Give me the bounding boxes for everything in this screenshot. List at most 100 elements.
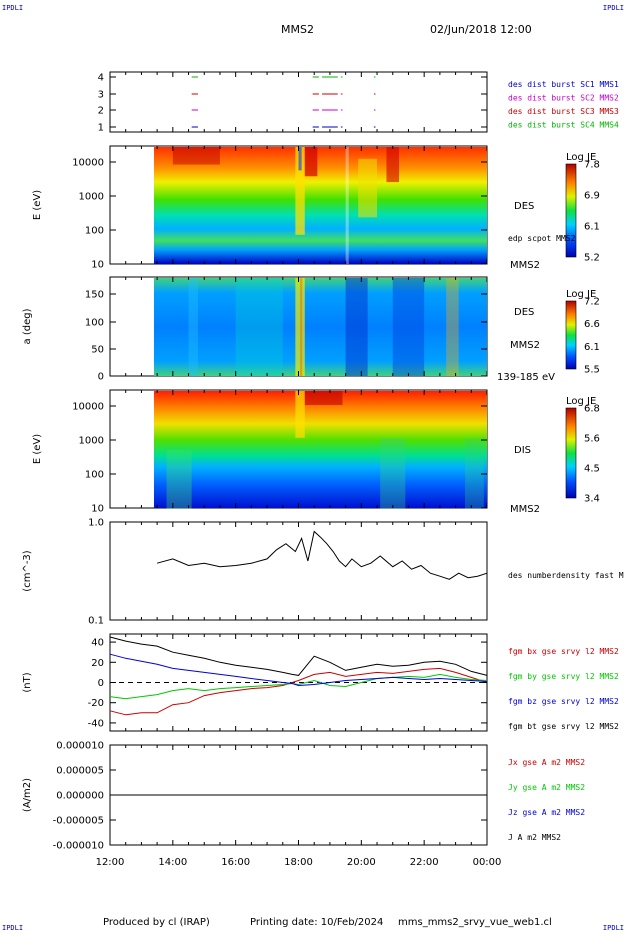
dis-energy-y-tick-label: 10 [91,504,104,515]
des-pa-heatmap-feature [235,278,283,376]
density-y-tick-label: 1.0 [88,518,104,529]
des-pa-colorbar [565,300,577,370]
bfield-bx-line [109,667,488,716]
des-energy-y-tick-label: 10 [91,260,104,271]
des-pa-heatmap-feature [392,278,425,376]
current-y-tick-label: -0.000010 [53,841,104,852]
dis-energy-heatmap-feature [304,391,343,406]
dis-energy-y-tick-label: 1000 [79,436,104,447]
des-energy-heatmap-feature [172,147,220,165]
bfield-legend-1: fgm bx gse srvy l2 MMS2 [508,647,619,656]
datetime-title: 02/Jun/2018 12:00 [430,23,532,36]
dis-energy-colorbar-tick: 5.6 [584,434,600,445]
des-energy-ylabel: E (eV) [32,190,43,220]
des-energy-colorbar-tick: 5.2 [584,253,600,264]
des-energy-scpot-label: edp scpot MMS2 [508,234,576,243]
burst-legend-3: des dist burst SC3 MMS3 [508,107,619,116]
footer-print-date: Printing date: 10/Feb/2024 [250,917,384,928]
density-legend: des numberdensity fast M [508,571,624,580]
des-energy-heatmap-feature [386,147,400,183]
des-energy-colorbar-tick: 6.9 [584,191,600,202]
panel-frame-1 [109,71,488,133]
des-pa-sc-label: MMS2 [510,340,540,351]
current-y-tick-label: 0.000005 [56,766,104,777]
des-pa-heatmap-feature [446,278,459,376]
time-tick-label: 16:00 [221,857,250,868]
dis-energy-heatmap-feature [166,450,192,509]
dis-energy-ylabel: E (eV) [32,434,43,464]
corner-logo-top-right: IPDLI [602,4,624,12]
des-pa-energy-range: 139-185 eV [497,372,555,383]
des-energy-y-tick-label: 10000 [72,158,104,169]
burst-y-tick-label: 4 [98,73,104,84]
dis-energy-heatmap-feature [380,438,406,509]
des-energy-y-tick-label: 100 [85,226,104,237]
corner-logo-top-left: IPDLI [2,4,24,12]
des-pa-label: DES [514,307,534,318]
des-pa-colorbar-tick: 7.2 [584,297,600,308]
current-y-tick-label: 0.000010 [56,741,104,752]
dis-energy-heatmap [153,391,487,508]
bfield-legend-2: fgm by gse srvy l2 MMS2 [508,672,619,681]
panel-frame-5 [109,521,488,621]
density-ylabel: (cm^-3) [22,550,33,591]
burst-y-tick-label: 3 [98,90,104,101]
current-legend-4: J A m2 MMS2 [508,833,561,842]
des-pa-colorbar-title: Log JE [566,289,596,300]
des-pa-heatmap-feature [188,278,198,376]
des-energy-y-tick-label: 1000 [79,192,104,203]
footer-credit: Produced by cl (IRAP) [103,917,210,928]
des-energy-colorbar-tick: 7.8 [584,160,600,171]
bfield-y-tick-label: 20 [91,658,104,669]
des-energy-colorbar [565,163,577,258]
time-tick-label: 22:00 [410,857,439,868]
time-tick-label: 12:00 [96,857,125,868]
corner-logo-bottom-left: IPDLI [2,924,24,932]
burst-y-tick-label: 2 [98,106,104,117]
des-pa-heatmap [153,278,487,376]
bfield-bt-line [109,636,488,676]
des-energy-heatmap-feature [304,147,318,177]
density-line [156,530,488,580]
dis-energy-heatmap-feature [295,391,305,438]
bfield-y-tick-label: 0 [98,678,104,689]
dis-energy-colorbar-title: Log JE [566,396,596,407]
corner-logo-bottom-right: IPDLI [602,924,624,932]
time-tick-label: 00:00 [473,857,502,868]
current-legend-2: Jy gse A m2 MMS2 [508,783,585,792]
dis-energy-y-tick-label: 10000 [72,402,104,413]
dis-energy-y-tick-label: 100 [85,470,104,481]
spacecraft-title: MMS2 [281,23,314,36]
dis-energy-colorbar-tick: 6.8 [584,404,600,415]
des-pa-heatmap-feature [300,278,303,376]
dis-energy-sc-label: MMS2 [510,504,540,515]
current-y-tick-label: -0.000005 [53,816,104,827]
dis-energy-heatmap-feature [465,438,484,509]
burst-legend-1: des dist burst SC1 MMS1 [508,80,619,89]
bfield-legend-3: fgm bz gse srvy l2 MMS2 [508,697,619,706]
bfield-ylabel: (nT) [22,672,33,692]
des-pa-ylabel: a (deg) [22,308,33,344]
bfield-by-line [109,673,488,700]
dis-energy-label: DIS [514,445,531,456]
bfield-y-tick-label: 40 [91,638,104,649]
bfield-legend-4: fgm bt gse srvy l2 MMS2 [508,722,619,731]
des-pa-y-tick-label: 0 [98,372,104,383]
des-pa-heatmap-feature [345,278,368,376]
burst-legend-4: des dist burst SC4 MMS4 [508,121,619,130]
des-energy-heatmap-feature [358,158,378,218]
time-tick-label: 14:00 [158,857,187,868]
bfield-bz-line [109,653,488,687]
burst-legend-2: des dist burst SC2 MMS2 [508,94,619,103]
time-tick-label: 20:00 [347,857,376,868]
des-energy-heatmap-feature [345,147,349,264]
des-pa-y-tick-label: 150 [85,290,104,301]
time-tick-label: 18:00 [284,857,313,868]
density-y-tick-label: 0.1 [88,616,104,627]
des-energy-colorbar-title: Log JE [566,152,596,163]
des-energy-heatmap-feature [295,147,305,235]
des-pa-colorbar-tick: 6.6 [584,319,600,330]
des-pa-y-tick-label: 50 [91,345,104,356]
burst-y-tick-label: 1 [98,123,104,134]
